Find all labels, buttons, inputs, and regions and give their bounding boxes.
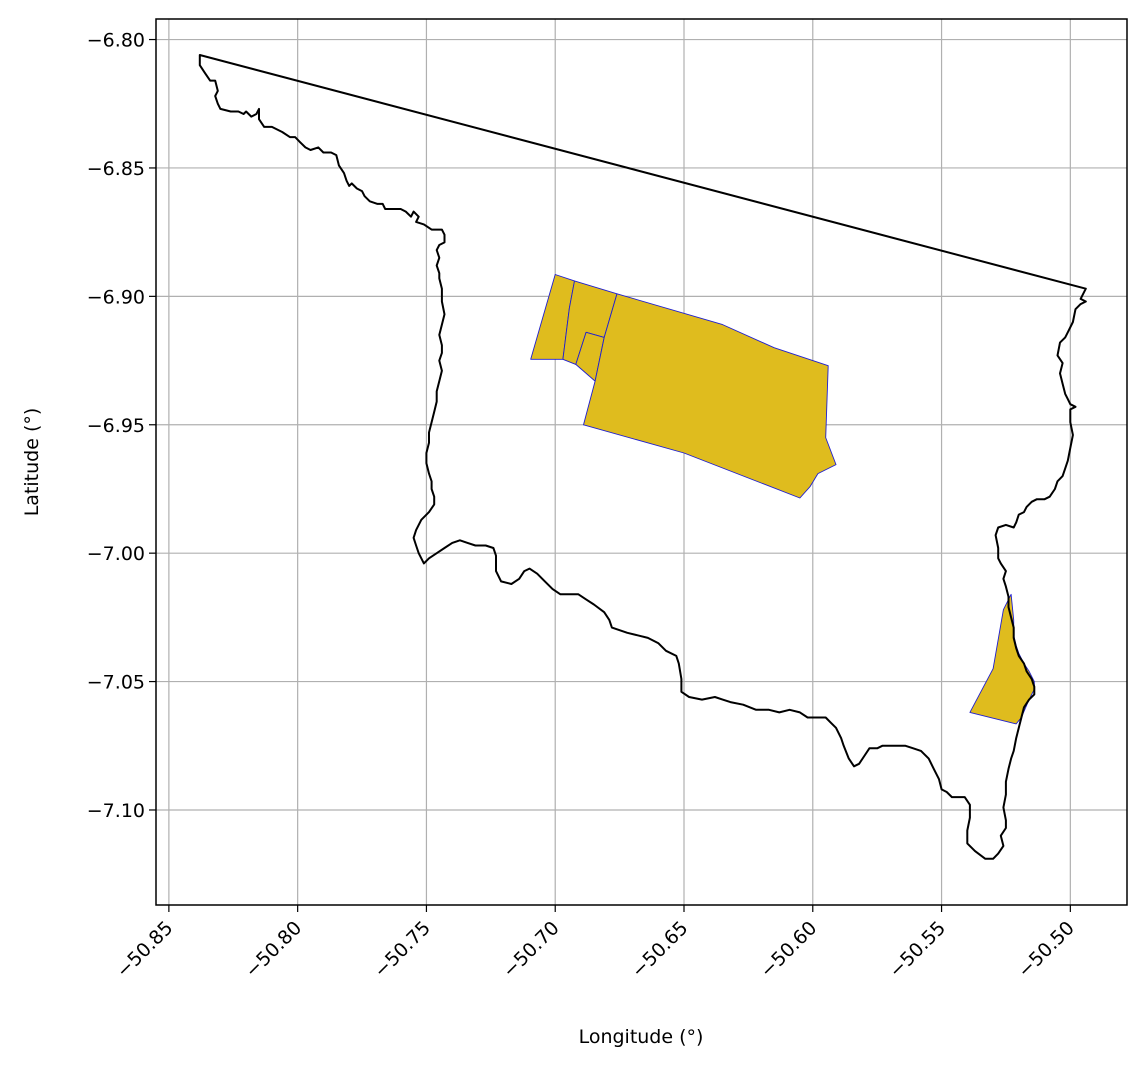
parcels-layer	[530, 274, 1035, 725]
plot-frame	[155, 18, 1128, 906]
y-tick-label: −7.05	[87, 672, 145, 694]
x-axis-label: Longitude (°)	[579, 1026, 704, 1048]
boundary-layer	[198, 54, 1087, 860]
y-tick-label: −6.80	[87, 30, 145, 52]
y-axis-label: Latitude (°)	[21, 408, 43, 517]
y-tick-label: −6.85	[87, 158, 145, 180]
parcel-polygon-4	[583, 293, 837, 499]
y-tick-label: −7.00	[87, 543, 145, 565]
y-tick-label: −6.90	[87, 286, 145, 308]
y-tick-label: −6.95	[87, 415, 145, 437]
y-axis-ticks: −6.80 −6.85 −6.90 −6.95 −7.00 −7.05 −7.10	[87, 30, 156, 822]
municipality-boundary	[198, 54, 1087, 860]
y-tick-label: −7.10	[87, 800, 145, 822]
